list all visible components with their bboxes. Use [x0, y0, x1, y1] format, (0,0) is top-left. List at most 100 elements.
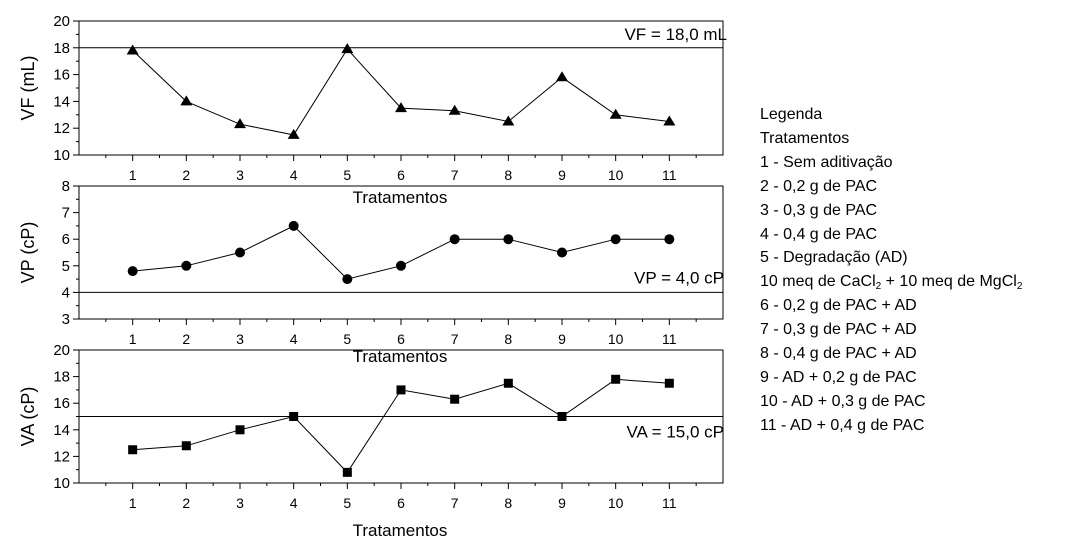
data-point	[449, 234, 460, 245]
x-tick-label: 7	[451, 495, 459, 511]
x-tick-label: 3	[236, 167, 244, 183]
x-tick-label: 7	[451, 331, 459, 347]
x-tick-label: 3	[236, 331, 244, 347]
data-point	[664, 234, 675, 245]
x-tick-label: 5	[343, 331, 351, 347]
x-tick-label: 8	[504, 331, 512, 347]
data-point	[235, 247, 245, 258]
y-tick-label: 5	[62, 258, 70, 275]
x-tick-label: 10	[608, 495, 624, 511]
y-tick-label: 10	[53, 475, 70, 492]
y-tick-label: 7	[62, 205, 70, 222]
y-tick-label: 6	[62, 231, 70, 248]
y-tick-label: 3	[62, 311, 70, 328]
y-tick-label: 8	[62, 178, 70, 195]
data-point	[609, 108, 622, 119]
data-point	[128, 445, 138, 455]
y-tick-label: 10	[53, 147, 70, 164]
data-point	[181, 441, 191, 451]
y-axis-label: VF (mL)	[18, 56, 38, 121]
x-tick-label: 9	[558, 167, 566, 183]
data-point	[235, 425, 245, 435]
x-tick-label: 6	[397, 167, 405, 183]
legend-item-11: 11 - AD + 0,4 g de PAC	[760, 416, 925, 434]
series-line	[132, 48, 670, 136]
data-point	[663, 115, 676, 126]
x-tick-label: 6	[397, 331, 405, 347]
x-tick-label: 10	[608, 331, 624, 347]
x-tick-label: 3	[236, 495, 244, 511]
x-tick-label: 8	[504, 495, 512, 511]
data-point	[556, 71, 568, 82]
x-tick-label: 11	[662, 331, 677, 347]
legend-item-5: 5 - Degradação (AD)	[760, 249, 908, 267]
data-point	[127, 266, 138, 277]
data-point	[557, 247, 567, 258]
x-tick-label: 5	[343, 495, 351, 511]
data-point	[342, 467, 352, 477]
x-tick-label: 4	[290, 495, 298, 511]
y-tick-label: 12	[53, 448, 70, 465]
legend-item-7: 7 - 0,3 g de PAC + AD	[760, 321, 917, 339]
legend-item-8: 8 - 0,4 g de PAC + AD	[760, 345, 917, 363]
legend-title: Legenda	[760, 106, 823, 123]
data-point	[503, 234, 514, 245]
x-tick-label: 9	[558, 331, 566, 347]
y-tick-label: 20	[53, 342, 70, 359]
y-tick-label: 20	[53, 13, 70, 30]
x-axis-label: Tratamentos	[353, 188, 448, 207]
data-point	[395, 102, 407, 113]
y-tick-label: 12	[53, 120, 70, 137]
y-tick-label: 14	[53, 93, 70, 110]
data-point	[557, 412, 567, 421]
panel-vp: 3 4 5 6 7 8 1 2 3 4 5 6 7 8 9 10 11 Tratamentos VP (cP) VP …	[18, 178, 724, 366]
x-tick-label: 6	[397, 495, 405, 511]
x-tick-label: 1	[129, 167, 137, 183]
legend-item-salts: 10 meq de CaCl2 + 10 meq de MgCl2	[760, 270, 1075, 294]
x-tick-label: 11	[662, 167, 677, 183]
legend: Legenda Tratamentos 1 - Sem aditivação 2…	[760, 103, 1075, 438]
x-tick-label: 2	[182, 331, 190, 347]
y-axis-label: VA (cP)	[18, 387, 38, 447]
legend-salts-b: + 10 meq de MgCl	[881, 273, 1017, 291]
y-axis-label: VP (cP)	[18, 222, 38, 284]
x-tick-label: 4	[290, 167, 298, 183]
x-axis-label: Tratamentos	[353, 347, 448, 366]
x-tick-label: 4	[290, 331, 298, 347]
data-point	[126, 44, 139, 55]
data-point	[342, 274, 353, 285]
x-tick-label: 7	[451, 167, 459, 183]
legend-item-6: 6 - 0,2 g de PAC + AD	[760, 297, 917, 315]
x-axis-label: Tratamentos	[353, 521, 448, 540]
data-point	[341, 43, 354, 54]
data-point	[396, 385, 406, 395]
data-point	[287, 128, 300, 139]
data-point	[288, 220, 299, 231]
y-tick-label: 14	[53, 422, 70, 439]
legend-salts-b-sub: 2	[1016, 281, 1023, 293]
data-point	[289, 412, 299, 421]
x-tick-label: 10	[608, 167, 624, 183]
reference-label: VA = 15,0 cP	[626, 423, 724, 442]
data-point	[611, 374, 621, 384]
x-tick-label: 8	[504, 167, 512, 183]
legend-subtitle: Tratamentos	[760, 129, 850, 147]
x-tick-label: 1	[129, 331, 137, 347]
data-point	[664, 378, 674, 388]
reference-label: VP = 4,0 cP	[634, 268, 724, 287]
x-tick-label: 5	[343, 167, 351, 183]
legend-item-4: 4 - 0,4 g de PAC	[760, 225, 878, 243]
x-tick-label: 9	[558, 495, 566, 511]
legend-item-3: 3 - 0,3 g de PAC	[760, 201, 878, 219]
legend-salts-a: 10 meq de CaCl	[760, 273, 876, 291]
y-tick-label: 16	[53, 67, 70, 84]
legend-item-2: 2 - 0,2 g de PAC	[760, 177, 878, 195]
reference-label: VF = 18,0 mL	[624, 25, 727, 44]
data-point	[234, 118, 246, 129]
data-point	[502, 115, 515, 126]
x-tick-label: 2	[182, 495, 190, 511]
legend-item-9: 9 - AD + 0,2 g de PAC	[760, 368, 917, 386]
legend-item-10: 10 - AD + 0,3 g de PAC	[760, 392, 926, 410]
